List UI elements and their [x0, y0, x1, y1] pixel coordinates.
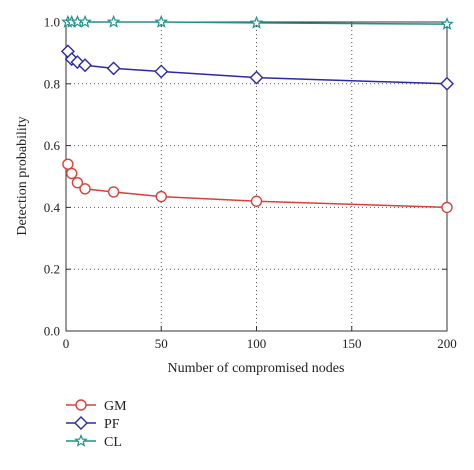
legend: GM PF CL: [66, 399, 127, 450]
axis-ticks: 0 50 100 150 200 0.0 0.2 0.4 0.6 0.8 1.0: [44, 15, 457, 352]
legend-marker: [74, 433, 88, 447]
y-tick-label: 0.4: [44, 200, 61, 215]
legend-label: GM: [104, 399, 127, 414]
series-layer: [60, 14, 454, 214]
legend-marker: [74, 416, 88, 430]
legend-item-cl: CL: [66, 433, 122, 450]
y-tick-label: 0.6: [44, 138, 61, 153]
y-tick-label: 0.2: [44, 262, 60, 277]
data-point-cl: [78, 14, 92, 28]
series-pf: [60, 44, 454, 91]
x-tick-label: 0: [63, 336, 70, 351]
data-point-gm: [155, 190, 167, 203]
legend-label: PF: [104, 417, 120, 432]
data-point-cl: [249, 15, 264, 29]
data-point-cl: [440, 17, 454, 30]
data-point-pf: [106, 61, 121, 76]
legend-label: CL: [104, 435, 122, 450]
series-gm: [62, 158, 453, 214]
data-point-gm: [66, 167, 78, 180]
legend-item-gm: GM: [66, 399, 127, 414]
data-point-gm: [250, 195, 263, 207]
data-point-gm: [62, 158, 74, 170]
data-point-pf: [440, 76, 454, 91]
y-axis-title: Detection probability: [15, 116, 30, 235]
data-point-cl: [106, 14, 121, 28]
x-tick-label: 150: [342, 336, 362, 351]
data-point-pf: [154, 64, 169, 79]
y-tick-label: 0.8: [44, 76, 60, 91]
data-point-gm: [107, 186, 120, 198]
data-point-gm: [79, 183, 91, 195]
y-tick-label: 1.0: [44, 15, 60, 30]
x-tick-label: 100: [247, 336, 267, 351]
y-tick-label: 0.0: [44, 324, 60, 339]
legend-marker: [75, 399, 87, 411]
x-axis-title: Number of compromised nodes: [168, 361, 345, 376]
data-point-pf: [249, 70, 264, 85]
data-point-gm: [71, 176, 84, 189]
x-tick-label: 200: [437, 336, 457, 351]
data-point-pf: [78, 58, 93, 73]
series-cl: [61, 14, 454, 30]
x-tick-label: 50: [155, 336, 168, 351]
data-point-cl: [154, 14, 169, 28]
legend-item-pf: PF: [66, 416, 120, 432]
data-point-gm: [441, 201, 453, 214]
